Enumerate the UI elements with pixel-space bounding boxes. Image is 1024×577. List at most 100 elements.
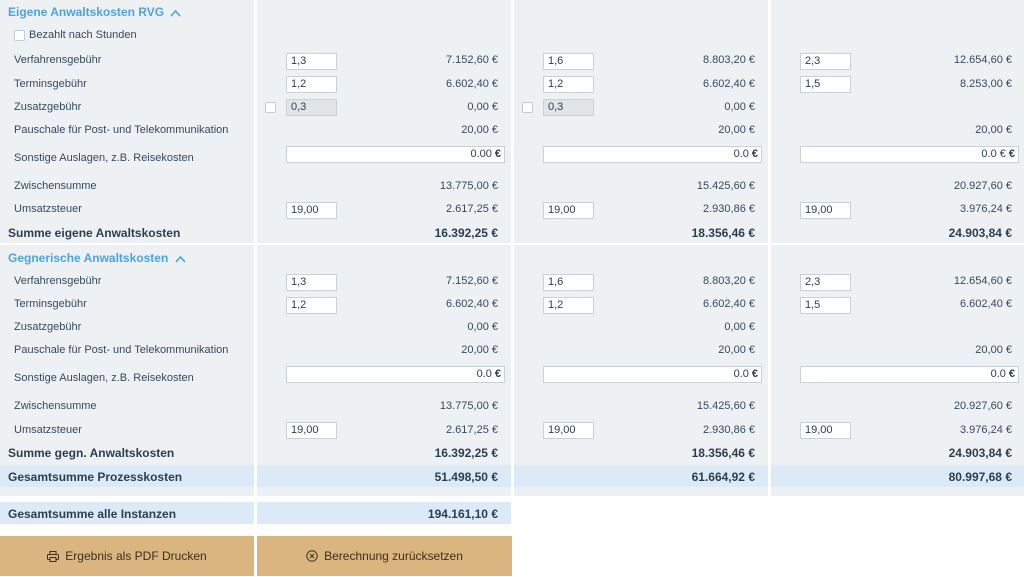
opp-ust-amount-2: 2.930,86 € — [703, 424, 755, 436]
own-verfahren-label: Verfahrensgebühr — [14, 54, 102, 66]
total-cell-2 — [514, 465, 768, 487]
own-verfahren-amount-1: 7.152,60 € — [446, 54, 498, 66]
instances-cell-label — [0, 502, 254, 524]
opp-ust-rate-2[interactable]: 19,00 — [543, 422, 594, 439]
opp-verfahren-factor-2[interactable]: 1,6 — [543, 274, 594, 291]
total-all-instances-amount: 194.161,10 € — [427, 507, 498, 521]
own-ust-rate-3[interactable]: 19,00 — [800, 202, 851, 219]
opp-zwischen-amount-2: 15.425,60 € — [696, 400, 755, 412]
opp-ust-rate-1[interactable]: 19,00 — [286, 422, 337, 439]
opp-zusatz-label: Zusatzgebühr — [14, 321, 82, 333]
own-zusatz-checkbox-1[interactable] — [265, 102, 276, 113]
euro-unit: € — [1008, 148, 1015, 160]
total-cell-1 — [257, 465, 511, 487]
total-all-instances-label: Gesamtsumme alle Instanzen — [8, 507, 177, 521]
instances-cell-amount — [257, 502, 511, 524]
opp-summe-amount-2: 18.356,46 € — [691, 446, 755, 460]
own-verfahren-factor-3[interactable]: 2,3 — [800, 53, 851, 70]
opp-termin-factor-1[interactable]: 1,2 — [286, 297, 337, 314]
opp-ust-label: Umsatzsteuer — [14, 424, 82, 436]
own-summe-label: Summe eigene Anwaltskosten — [8, 226, 181, 240]
opp-sonstige-input-3[interactable]: 0.0 € — [800, 366, 1019, 383]
total-process-costs-row — [0, 465, 1024, 487]
own-verfahren-factor-1[interactable]: 1,3 — [286, 53, 337, 70]
own-costs-title: Eigene Anwaltskosten RVG — [8, 5, 165, 19]
opp-termin-amount-3: 6.602,40 € — [960, 298, 1012, 310]
opp-sonstige-value-2: 0.0 — [733, 368, 749, 380]
own-zusatz-amount-1: 0,00 € — [467, 101, 498, 113]
own-verfahren-factor-2[interactable]: 1,6 — [543, 53, 594, 70]
print-pdf-button[interactable]: Ergebnis als PDF Drucken — [0, 536, 254, 576]
opp-sonstige-input-2[interactable]: 0.0 € — [543, 366, 762, 383]
own-verfahren-amount-3: 12.654,60 € — [953, 54, 1012, 66]
opp-pauschale-label: Pauschale für Post- und Telekommunikatio… — [14, 344, 229, 356]
opp-summe-amount-3: 24.903,84 € — [948, 446, 1012, 460]
reset-calculation-button[interactable]: Berechnung zurücksetzen — [257, 536, 512, 576]
opp-sonstige-label: Sonstige Auslagen, z.B. Reisekosten — [14, 372, 194, 384]
print-pdf-label: Ergebnis als PDF Drucken — [65, 549, 207, 563]
own-termin-factor-1[interactable]: 1,2 — [286, 76, 337, 93]
own-pauschale-amount-1: 20,00 € — [461, 124, 498, 136]
opp-zwischen-amount-3: 20.927,60 € — [953, 400, 1012, 412]
opp-verfahren-amount-2: 8.803,20 € — [703, 275, 755, 287]
own-sonstige-input-3[interactable]: 0.0 € € — [800, 146, 1019, 163]
own-zusatz-checkbox-2[interactable] — [522, 102, 533, 113]
chevron-up-icon — [170, 9, 181, 17]
euro-unit: € — [751, 148, 758, 160]
own-ust-rate-2[interactable]: 19,00 — [543, 202, 594, 219]
own-sonstige-value-3: 0.0 € — [981, 148, 1006, 160]
own-zwischen-amount-2: 15.425,60 € — [696, 180, 755, 192]
own-ust-amount-3: 3.976,24 € — [960, 203, 1012, 215]
own-sonstige-value-1: 0.00 — [470, 148, 492, 160]
calculation-grid — [0, 0, 1024, 496]
own-termin-factor-2[interactable]: 1,2 — [543, 76, 594, 93]
opp-ust-rate-3[interactable]: 19,00 — [800, 422, 851, 439]
own-sonstige-value-2: 0.0 — [733, 148, 749, 160]
own-sonstige-input-1[interactable]: 0.00 € — [286, 146, 505, 163]
own-zusatz-factor-2[interactable]: 0,3 — [543, 99, 594, 116]
opp-sonstige-value-1: 0.0 — [476, 368, 492, 380]
own-termin-factor-3[interactable]: 1,5 — [800, 76, 851, 93]
opp-verfahren-factor-3[interactable]: 2,3 — [800, 274, 851, 291]
own-zusatz-factor-1[interactable]: 0,3 — [286, 99, 337, 116]
own-sonstige-label: Sonstige Auslagen, z.B. Reisekosten — [14, 152, 194, 164]
opp-termin-amount-1: 6.602,40 € — [446, 298, 498, 310]
total-cell-3 — [771, 465, 1024, 487]
total-process-costs-label: Gesamtsumme Prozesskosten — [8, 470, 183, 484]
euro-unit: € — [494, 368, 501, 380]
opp-costs-title: Gegnerische Anwaltskosten — [8, 251, 169, 265]
own-ust-rate-1[interactable]: 19,00 — [286, 202, 337, 219]
opp-costs-section-toggle[interactable]: Gegnerische Anwaltskosten — [8, 251, 186, 265]
own-sonstige-input-2[interactable]: 0.0 € — [543, 146, 762, 163]
euro-unit: € — [494, 148, 501, 160]
own-zusatz-label: Zusatzgebühr — [14, 101, 82, 113]
opp-summe-amount-1: 16.392,25 € — [434, 446, 498, 460]
own-ust-amount-2: 2.930,86 € — [703, 203, 755, 215]
total-cell-label — [0, 465, 254, 487]
own-summe-amount-3: 24.903,84 € — [948, 226, 1012, 240]
own-summe-amount-1: 16.392,25 € — [434, 226, 498, 240]
own-costs-section-toggle[interactable]: Eigene Anwaltskosten RVG — [8, 5, 181, 19]
total-all-instances-row — [0, 502, 1024, 524]
own-ust-amount-1: 2.617,25 € — [446, 203, 498, 215]
section-divider — [0, 243, 1024, 245]
own-termin-amount-1: 6.602,40 € — [446, 78, 498, 90]
own-termin-amount-3: 8.253,00 € — [960, 78, 1012, 90]
own-termin-label: Terminsgebühr — [14, 78, 87, 90]
hourly-checkbox[interactable] — [14, 30, 25, 41]
opp-termin-label: Terminsgebühr — [14, 298, 87, 310]
own-summe-amount-2: 18.356,46 € — [691, 226, 755, 240]
own-zwischen-label: Zwischensumme — [14, 180, 97, 192]
own-ust-label: Umsatzsteuer — [14, 203, 82, 215]
opp-termin-factor-3[interactable]: 1,5 — [800, 297, 851, 314]
opp-termin-factor-2[interactable]: 1,2 — [543, 297, 594, 314]
own-pauschale-amount-2: 20,00 € — [718, 124, 755, 136]
own-verfahren-amount-2: 8.803,20 € — [703, 54, 755, 66]
opp-verfahren-factor-1[interactable]: 1,3 — [286, 274, 337, 291]
own-pauschale-amount-3: 20,00 € — [975, 124, 1012, 136]
own-pauschale-label: Pauschale für Post- und Telekommunikatio… — [14, 124, 229, 136]
own-termin-amount-2: 6.602,40 € — [703, 78, 755, 90]
opp-sonstige-input-1[interactable]: 0.0 € — [286, 366, 505, 383]
opp-verfahren-amount-3: 12.654,60 € — [953, 275, 1012, 287]
opp-zwischen-label: Zwischensumme — [14, 400, 97, 412]
